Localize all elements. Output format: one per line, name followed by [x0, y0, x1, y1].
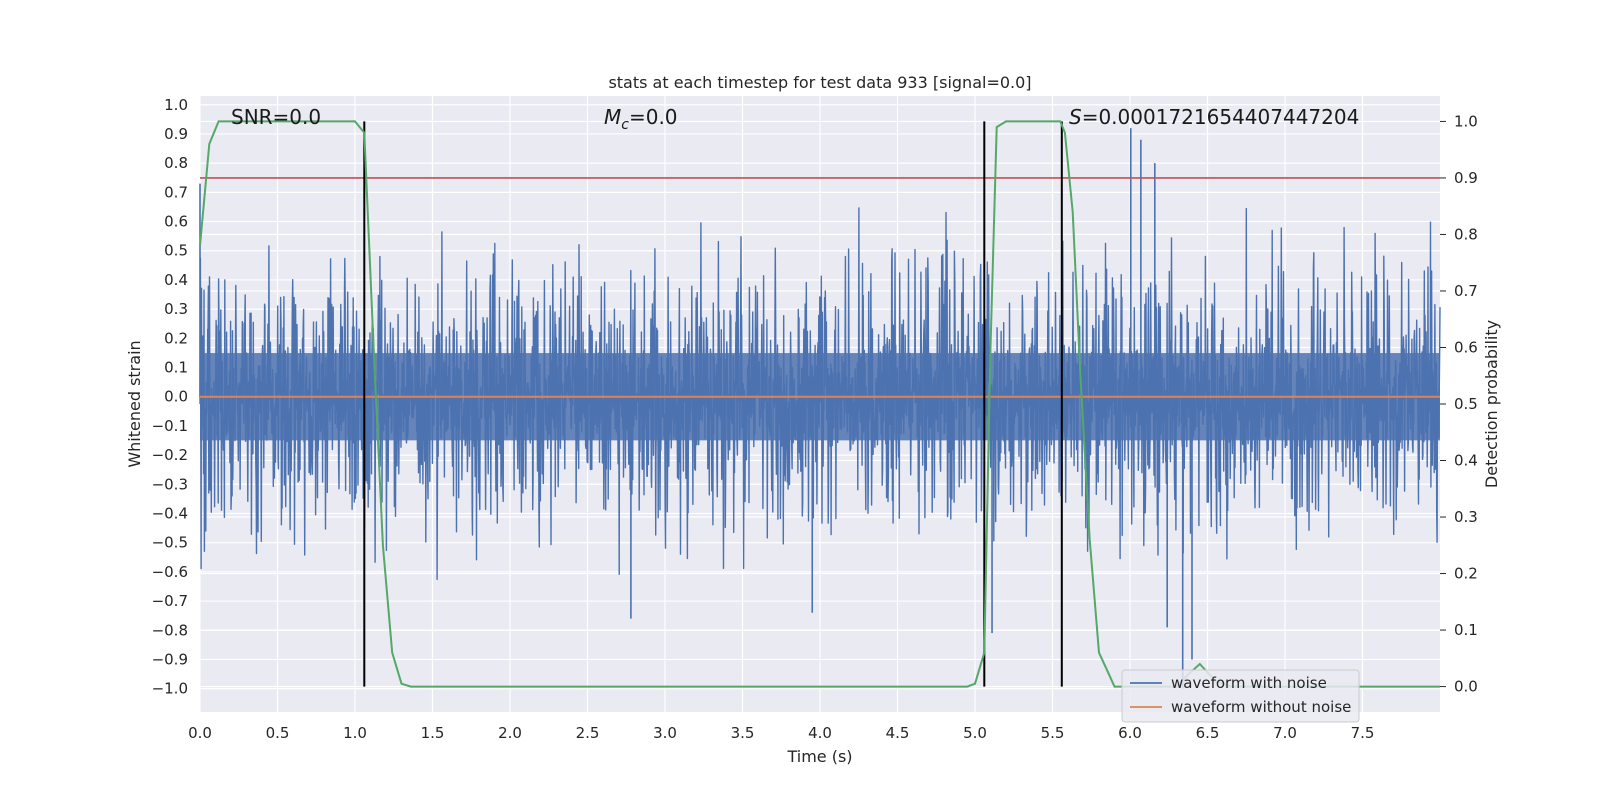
x-tick-label: 5.0	[963, 724, 987, 742]
y-axis-ticks: 1.0 0.9 0.8 0.7 0.6 0.5 0.4 0.3 0.2 0.1 0.0 −0.1 −0.…	[152, 96, 188, 698]
y-tick-label: 0.6	[164, 213, 188, 231]
x-tick-label: 7.5	[1351, 724, 1375, 742]
x-tick-label: 1.5	[421, 724, 445, 742]
y2-tick-label: 0.3	[1454, 508, 1478, 526]
x-tick-label: 3.5	[731, 724, 755, 742]
s-annotation: S=0.0001721654407447204	[1069, 105, 1359, 129]
y-tick-label: −0.5	[152, 534, 188, 552]
y2-tick-label: 0.7	[1454, 282, 1478, 300]
x-axis-label: Time (s)	[786, 747, 852, 766]
y-tick-label: −0.1	[152, 417, 188, 435]
x-tick-label: 0.5	[266, 724, 290, 742]
x-tick-label: 6.5	[1196, 724, 1220, 742]
y2-tick-label: 0.1	[1454, 621, 1478, 639]
x-tick-label: 0.0	[188, 724, 212, 742]
y2-tick-label: 0.8	[1454, 225, 1478, 243]
x-tick-label: 2.0	[498, 724, 522, 742]
y-axis-label: Whitened strain	[125, 340, 144, 467]
y2-tick-label: 0.5	[1454, 395, 1478, 413]
chirp-mass-value: =0.0	[629, 105, 678, 129]
legend: waveform with noise waveform without noi…	[1121, 669, 1360, 723]
x-tick-label: 4.0	[808, 724, 832, 742]
snr-annotation: SNR=0.0	[231, 105, 321, 129]
legend-label-waveform-without-noise: waveform without noise	[1171, 698, 1351, 716]
legend-label-waveform-with-noise: waveform with noise	[1171, 674, 1327, 692]
y-tick-label: 0.9	[164, 125, 188, 143]
y-tick-label: 0.3	[164, 300, 188, 318]
x-tick-label: 1.0	[343, 724, 367, 742]
y-tick-label: −0.6	[152, 563, 188, 581]
y-tick-label: 0.8	[164, 154, 188, 172]
x-tick-label: 7.0	[1273, 724, 1297, 742]
y-tick-label: −0.4	[152, 504, 188, 522]
y2-tick-label: 0.4	[1454, 452, 1478, 470]
y-tick-label: 0.5	[164, 242, 188, 260]
s-symbol: S	[1069, 105, 1082, 129]
chirp-mass-annotation: Mc=0.0	[604, 105, 678, 133]
y-tick-label: −0.7	[152, 592, 188, 610]
vertical-markers	[363, 121, 1063, 687]
y-tick-label: −0.2	[152, 446, 188, 464]
x-tick-label: 3.0	[653, 724, 677, 742]
y2-tick-label: 0.6	[1454, 338, 1478, 356]
chart-title: stats at each timestep for test data 933…	[608, 73, 1031, 92]
y2-axis-label: Detection probability	[1482, 320, 1501, 488]
y-tick-label: −0.9	[152, 650, 188, 668]
x-tick-label: 4.5	[886, 724, 910, 742]
y-tick-label: −0.8	[152, 621, 188, 639]
y-tick-label: 1.0	[164, 96, 188, 114]
y-tick-label: −1.0	[152, 680, 188, 698]
x-tick-label: 5.5	[1041, 724, 1065, 742]
y-tick-label: 0.2	[164, 329, 188, 347]
y2-tick-label: 0.2	[1454, 565, 1478, 583]
y-tick-label: −0.3	[152, 475, 188, 493]
y2-axis-ticks: 1.0 0.9 0.8 0.7 0.6 0.5 0.4 0.3 0.2 0.1 0.0	[1440, 112, 1478, 696]
s-value: =0.0001721654407447204	[1082, 105, 1360, 129]
y-tick-label: 0.7	[164, 183, 188, 201]
y2-tick-label: 0.9	[1454, 169, 1478, 187]
y-tick-label: 0.0	[164, 388, 188, 406]
x-tick-label: 2.5	[576, 724, 600, 742]
x-tick-label: 6.0	[1118, 724, 1142, 742]
y2-tick-label: 0.0	[1454, 678, 1478, 696]
y-tick-label: 0.4	[164, 271, 188, 289]
legend-box	[1121, 669, 1360, 723]
y-tick-label: 0.1	[164, 359, 188, 377]
chirp-mass-subscript: c	[621, 117, 629, 133]
x-axis-ticks: 0.0 0.5 1.0 1.5 2.0 2.5 3.0 3.5 4.0 4.5 5.0 5.5 6.0 6…	[188, 724, 1374, 742]
chirp-mass-symbol: M	[604, 105, 621, 129]
y2-tick-label: 1.0	[1454, 112, 1478, 130]
